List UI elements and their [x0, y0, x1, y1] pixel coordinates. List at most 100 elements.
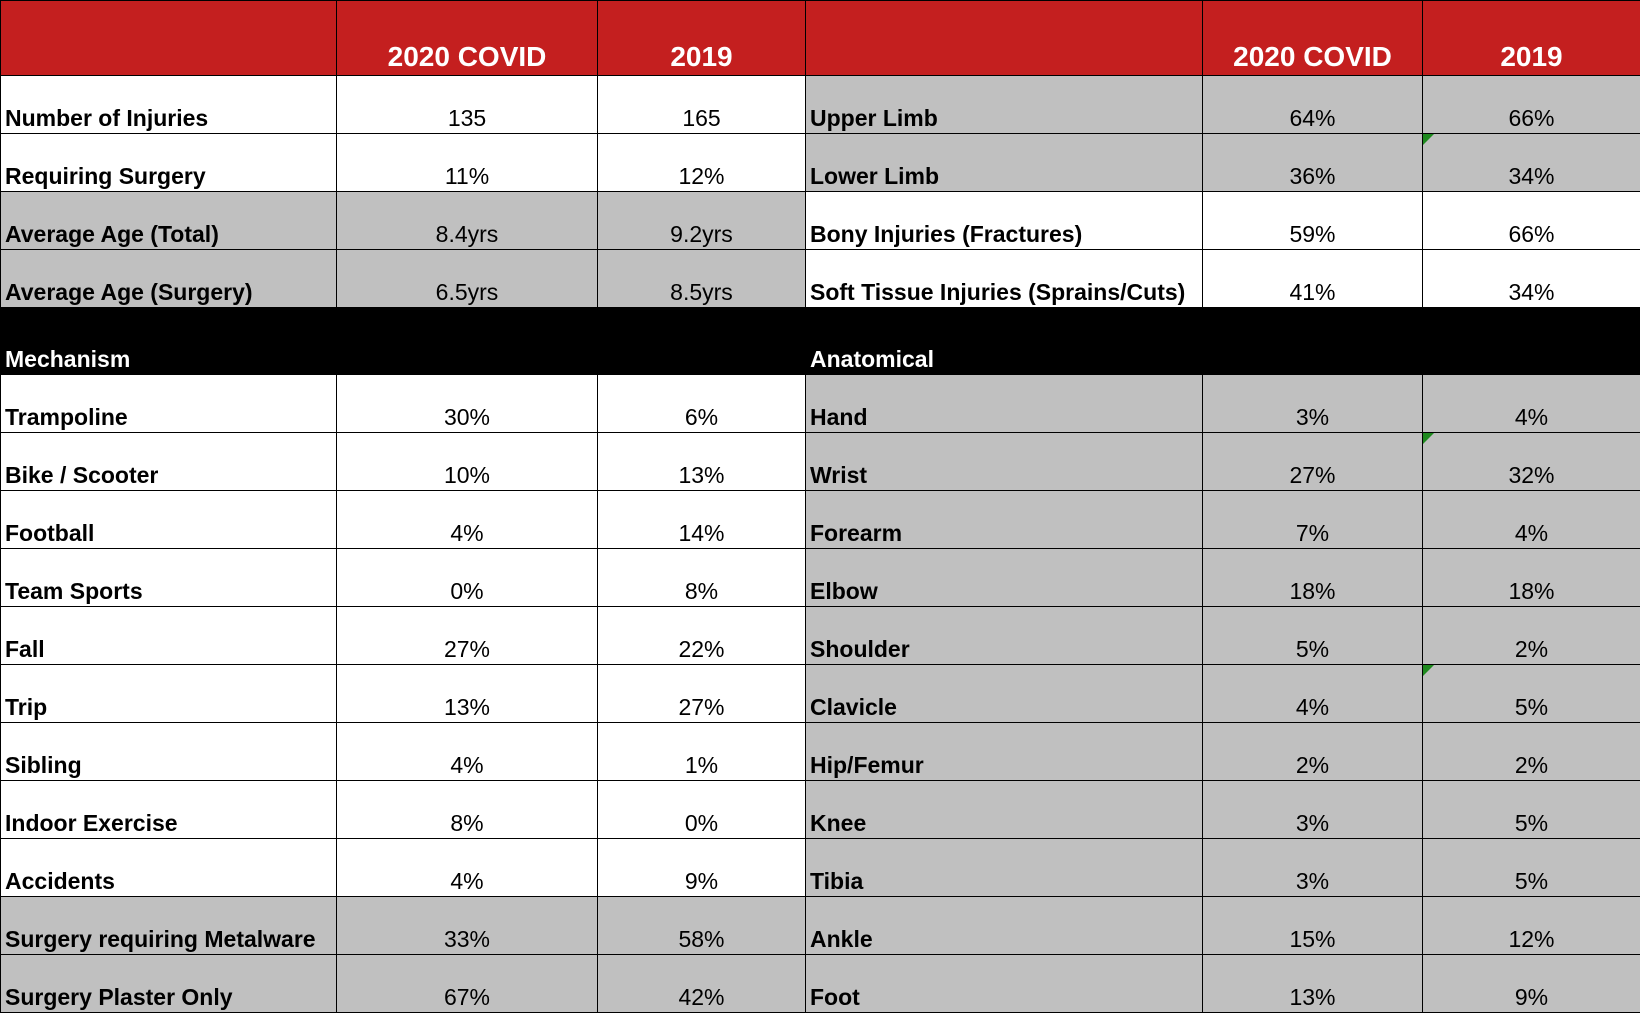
value-cell[interactable]: 8% — [598, 549, 806, 607]
row-label[interactable]: Forearm — [806, 491, 1203, 549]
value-cell[interactable]: 8.4yrs — [337, 192, 598, 250]
row-label[interactable]: Trip — [1, 665, 337, 723]
row-label[interactable]: Bony Injuries (Fractures) — [806, 192, 1203, 250]
value-cell[interactable]: 10% — [337, 433, 598, 491]
value-cell[interactable]: 2% — [1203, 723, 1423, 781]
row-label[interactable]: Requiring Surgery — [1, 134, 337, 192]
value-cell[interactable]: 4% — [1423, 375, 1640, 433]
value-cell[interactable]: 22% — [598, 607, 806, 665]
value-cell[interactable]: 14% — [598, 491, 806, 549]
row-label[interactable]: Accidents — [1, 839, 337, 897]
section-empty-cell[interactable] — [598, 308, 806, 375]
value-cell[interactable]: 6.5yrs — [337, 250, 598, 308]
value-cell[interactable]: 58% — [598, 897, 806, 955]
row-label[interactable]: Soft Tissue Injuries (Sprains/Cuts) — [806, 250, 1203, 308]
value-cell-with-comment[interactable]: 34% — [1423, 134, 1640, 192]
value-cell[interactable]: 4% — [337, 839, 598, 897]
row-label[interactable]: Indoor Exercise — [1, 781, 337, 839]
value-cell[interactable]: 135 — [337, 76, 598, 134]
value-cell[interactable]: 12% — [598, 134, 806, 192]
value-cell[interactable]: 27% — [1203, 433, 1423, 491]
value-cell[interactable]: 2% — [1423, 723, 1640, 781]
row-label[interactable]: Sibling — [1, 723, 337, 781]
value-cell[interactable]: 5% — [1423, 839, 1640, 897]
row-label[interactable]: Number of Injuries — [1, 76, 337, 134]
value-cell[interactable]: 9% — [1423, 955, 1640, 1013]
row-label[interactable]: Football — [1, 491, 337, 549]
value-cell[interactable]: 4% — [337, 491, 598, 549]
value-cell[interactable]: 66% — [1423, 76, 1640, 134]
value-cell[interactable]: 8% — [337, 781, 598, 839]
value-cell[interactable]: 6% — [598, 375, 806, 433]
header-cell-2019-left[interactable]: 2019 — [598, 1, 806, 76]
value-cell[interactable]: 3% — [1203, 781, 1423, 839]
row-label[interactable]: Bike / Scooter — [1, 433, 337, 491]
row-label[interactable]: Surgery Plaster Only — [1, 955, 337, 1013]
value-cell[interactable]: 18% — [1423, 549, 1640, 607]
value-cell[interactable]: 34% — [1423, 250, 1640, 308]
row-label[interactable]: Shoulder — [806, 607, 1203, 665]
row-label[interactable]: Foot — [806, 955, 1203, 1013]
value-cell[interactable]: 59% — [1203, 192, 1423, 250]
row-label[interactable]: Hip/Femur — [806, 723, 1203, 781]
value-cell[interactable]: 4% — [1423, 491, 1640, 549]
value-cell[interactable]: 42% — [598, 955, 806, 1013]
value-cell[interactable]: 0% — [337, 549, 598, 607]
header-cell-2019-right[interactable]: 2019 — [1423, 1, 1640, 76]
row-label[interactable]: Tibia — [806, 839, 1203, 897]
row-label[interactable]: Average Age (Surgery) — [1, 250, 337, 308]
section-empty-cell[interactable] — [1203, 308, 1423, 375]
value-cell[interactable]: 66% — [1423, 192, 1640, 250]
header-cell-left-label[interactable] — [1, 1, 337, 76]
value-cell[interactable]: 9.2yrs — [598, 192, 806, 250]
value-cell[interactable]: 13% — [598, 433, 806, 491]
value-cell[interactable]: 3% — [1203, 375, 1423, 433]
value-cell[interactable]: 30% — [337, 375, 598, 433]
value-cell[interactable]: 33% — [337, 897, 598, 955]
value-cell[interactable]: 0% — [598, 781, 806, 839]
header-cell-2020-covid-left[interactable]: 2020 COVID — [337, 1, 598, 76]
row-label[interactable]: Surgery requiring Metalware — [1, 897, 337, 955]
row-label[interactable]: Elbow — [806, 549, 1203, 607]
value-cell[interactable]: 5% — [1423, 781, 1640, 839]
section-empty-cell[interactable] — [1423, 308, 1640, 375]
row-label[interactable]: Lower Limb — [806, 134, 1203, 192]
value-cell[interactable]: 67% — [337, 955, 598, 1013]
value-cell[interactable]: 3% — [1203, 839, 1423, 897]
value-cell[interactable]: 165 — [598, 76, 806, 134]
value-cell[interactable]: 27% — [337, 607, 598, 665]
value-cell[interactable]: 13% — [337, 665, 598, 723]
row-label[interactable]: Fall — [1, 607, 337, 665]
value-cell[interactable]: 2% — [1423, 607, 1640, 665]
value-cell[interactable]: 18% — [1203, 549, 1423, 607]
row-label[interactable]: Team Sports — [1, 549, 337, 607]
value-cell[interactable]: 41% — [1203, 250, 1423, 308]
row-label[interactable]: Trampoline — [1, 375, 337, 433]
section-title-anatomical[interactable]: Anatomical — [806, 308, 1203, 375]
value-cell[interactable]: 11% — [337, 134, 598, 192]
section-empty-cell[interactable] — [337, 308, 598, 375]
row-label[interactable]: Hand — [806, 375, 1203, 433]
value-cell[interactable]: 7% — [1203, 491, 1423, 549]
row-label[interactable]: Knee — [806, 781, 1203, 839]
value-cell[interactable]: 12% — [1423, 897, 1640, 955]
value-cell[interactable]: 64% — [1203, 76, 1423, 134]
value-cell-with-comment[interactable]: 32% — [1423, 433, 1640, 491]
value-cell[interactable]: 36% — [1203, 134, 1423, 192]
value-cell[interactable]: 27% — [598, 665, 806, 723]
header-cell-right-label[interactable] — [806, 1, 1203, 76]
value-cell[interactable]: 1% — [598, 723, 806, 781]
value-cell[interactable]: 8.5yrs — [598, 250, 806, 308]
value-cell[interactable]: 4% — [337, 723, 598, 781]
value-cell[interactable]: 9% — [598, 839, 806, 897]
header-cell-2020-covid-right[interactable]: 2020 COVID — [1203, 1, 1423, 76]
row-label[interactable]: Upper Limb — [806, 76, 1203, 134]
section-title-mechanism[interactable]: Mechanism — [1, 308, 337, 375]
value-cell[interactable]: 5% — [1203, 607, 1423, 665]
value-cell[interactable]: 15% — [1203, 897, 1423, 955]
row-label[interactable]: Wrist — [806, 433, 1203, 491]
value-cell[interactable]: 13% — [1203, 955, 1423, 1013]
value-cell[interactable]: 4% — [1203, 665, 1423, 723]
row-label[interactable]: Clavicle — [806, 665, 1203, 723]
value-cell-with-comment[interactable]: 5% — [1423, 665, 1640, 723]
